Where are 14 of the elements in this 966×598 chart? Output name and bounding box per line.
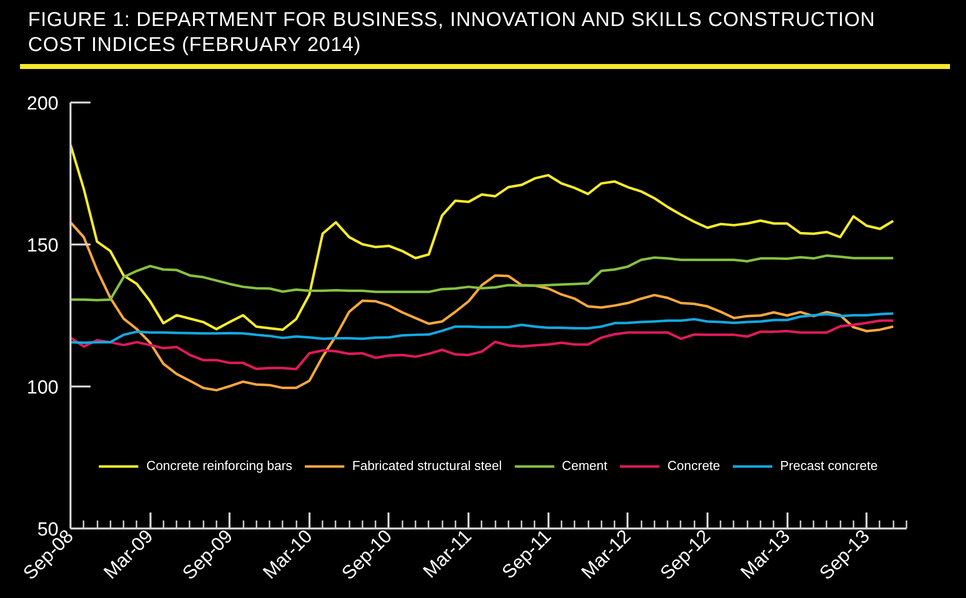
y-tick-label: 200 [26, 94, 58, 114]
chart-title: FIGURE 1: DEPARTMENT FOR BUSINESS, INNOVATION AND SKILLS CONSTRUCTION COST INDICES (FEBRUARY 2014) [27, 8, 876, 58]
legend-label: Concrete [667, 458, 720, 473]
line-series [70, 319, 894, 370]
y-tick-label: 150 [26, 236, 58, 256]
legend-label: Fabricated structural steel [352, 458, 502, 473]
line-series [70, 144, 894, 331]
line-series [70, 312, 894, 344]
legend-label: Cement [562, 458, 608, 473]
line-series [70, 254, 894, 302]
line-series [70, 221, 894, 392]
legend-label: Precast concrete [780, 458, 878, 473]
legend-label: Concrete reinforcing bars [146, 458, 292, 473]
y-tick-label: 100 [26, 378, 58, 398]
